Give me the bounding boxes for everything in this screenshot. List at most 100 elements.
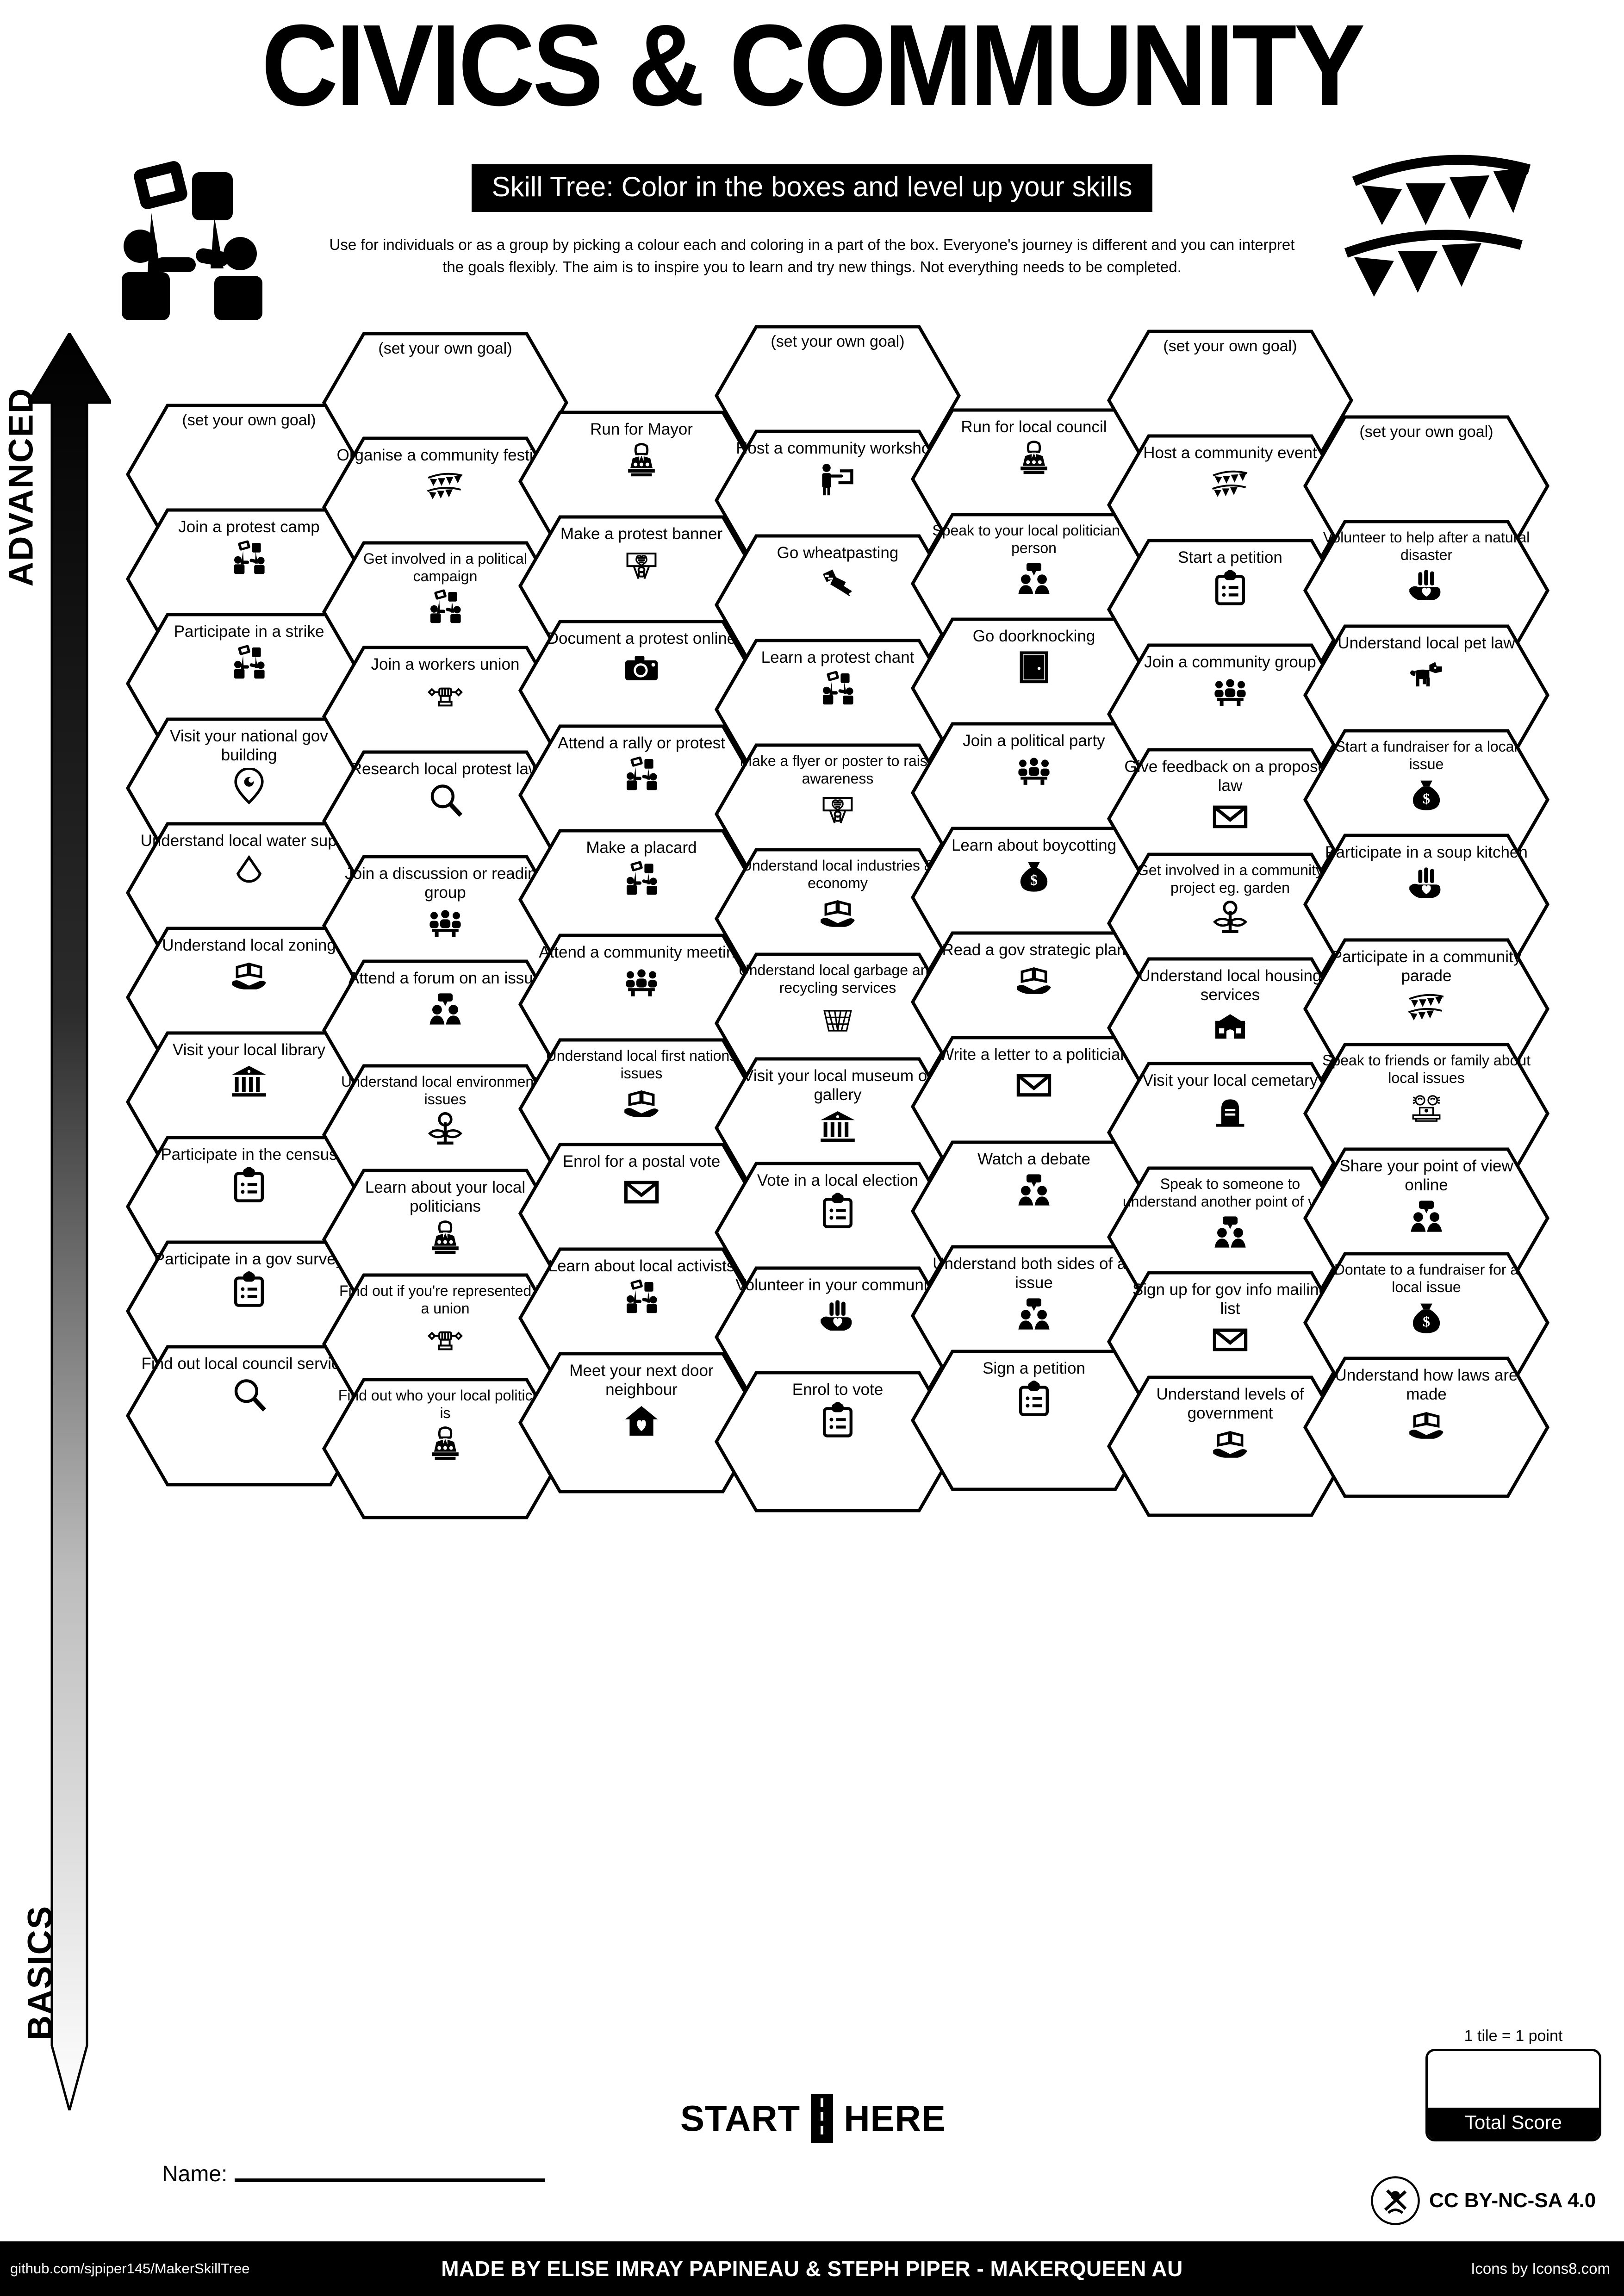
skill-tile[interactable]: Understand levels of government bbox=[1106, 1375, 1354, 1518]
skill-tile-label: Learn about boycotting bbox=[951, 836, 1117, 854]
skill-tile-label: Understand local first nations issues bbox=[546, 1047, 737, 1082]
skill-tile-label: (set your own goal) bbox=[182, 411, 316, 429]
dog-icon bbox=[1408, 655, 1445, 692]
skill-tile-label: Watch a debate bbox=[977, 1150, 1090, 1168]
magnifier-icon bbox=[230, 1376, 268, 1413]
book-hand-icon bbox=[1015, 962, 1052, 999]
skill-tile-label: Host a community workshop bbox=[736, 439, 940, 457]
skill-tile-label: Find out local council services bbox=[141, 1355, 357, 1373]
droplet-icon bbox=[230, 853, 268, 890]
plant-icon bbox=[427, 1111, 464, 1148]
intro-paragraph: Use for individuals or as a group by pic… bbox=[329, 236, 1295, 275]
skill-tile-label: (set your own goal) bbox=[1163, 337, 1297, 355]
bunting-icon bbox=[1408, 989, 1445, 1026]
skill-tile-label: Read a gov strategic plan bbox=[942, 941, 1126, 959]
skill-tile-label: Find out if you're represented by a unio… bbox=[339, 1282, 551, 1317]
skill-tile-label: Attend a forum on an issue bbox=[348, 969, 542, 987]
two-speakers-icon bbox=[1408, 1198, 1445, 1235]
envelope-icon bbox=[623, 1174, 660, 1211]
name-input-line[interactable] bbox=[235, 2178, 545, 2182]
skill-tile-label: Understand how laws are made bbox=[1335, 1366, 1518, 1404]
skill-tile-label: (set your own goal) bbox=[1359, 423, 1493, 441]
skill-tile-label: Find out who your local politician is bbox=[338, 1387, 553, 1421]
svg-text:$: $ bbox=[1423, 1313, 1430, 1330]
skill-tile-label: Get involved in a political campaign bbox=[363, 550, 527, 585]
skill-tile-label: Start a fundraiser for a local issue bbox=[1335, 738, 1518, 772]
skill-tile-label: Visit your local cemetary bbox=[1142, 1071, 1318, 1089]
hex-outline bbox=[1107, 1375, 1354, 1517]
skill-tile-label: Participate in a gov survey bbox=[154, 1250, 344, 1268]
skill-tile-label: Enrol to vote bbox=[792, 1381, 884, 1399]
skill-tile-label: Understand levels of government bbox=[1156, 1385, 1304, 1423]
skill-tile[interactable]: Find out local council services bbox=[125, 1344, 373, 1487]
skill-tile[interactable]: Meet your next door neighbour bbox=[517, 1351, 765, 1494]
score-box-label: Total Score bbox=[1428, 2108, 1599, 2139]
podium-icon bbox=[1015, 439, 1052, 476]
envelope-icon bbox=[1212, 1321, 1249, 1358]
skill-tile-label: Speak to someone to understand another p… bbox=[1122, 1176, 1338, 1210]
skill-tile-label: Write a letter to a politician bbox=[939, 1045, 1129, 1064]
laptop-chat-icon bbox=[1408, 1090, 1445, 1127]
two-speakers-icon bbox=[1015, 1295, 1052, 1332]
license-text: CC BY-NC-SA 4.0 bbox=[1429, 2189, 1596, 2212]
skill-tile[interactable]: Enrol to vote bbox=[714, 1370, 962, 1513]
skill-tile[interactable]: Find out who your local politician is bbox=[321, 1377, 569, 1520]
book-hand-icon bbox=[623, 1085, 660, 1122]
license-row: CC BY-NC-SA 4.0 bbox=[1370, 2175, 1596, 2226]
skill-tile-label: Run for Mayor bbox=[590, 420, 693, 438]
banner-icon bbox=[819, 790, 856, 828]
skill-tile-label: Participate in a community parade bbox=[1331, 948, 1522, 985]
two-speakers-icon bbox=[1212, 1213, 1249, 1251]
here-label: HERE bbox=[844, 2098, 946, 2139]
skill-tile-label: Attend a community meeting bbox=[539, 943, 744, 961]
start-here-marker: START HERE bbox=[680, 2094, 946, 2143]
moneybag-icon: $ bbox=[1015, 858, 1052, 895]
skill-tile-label: Dontate to a fundraiser for a local issu… bbox=[1334, 1261, 1519, 1295]
skill-tile-label: Document a protest online bbox=[547, 629, 736, 647]
skill-tile-label: Sign a petition bbox=[983, 1359, 1085, 1377]
skill-tile[interactable]: Understand how laws are made bbox=[1302, 1356, 1550, 1499]
hand-heart-icon bbox=[819, 1297, 856, 1334]
grave-icon bbox=[1212, 1093, 1249, 1130]
footer-icons-credit[interactable]: Icons by Icons8.com bbox=[1471, 2260, 1610, 2277]
two-speakers-icon bbox=[1015, 560, 1052, 597]
group-table-icon bbox=[1015, 753, 1052, 790]
clipboard-icon bbox=[819, 1402, 856, 1439]
skill-tile-label: Speak to your local politician in person bbox=[932, 522, 1136, 556]
skill-tile-label: Visit your national gov building bbox=[170, 727, 328, 765]
score-input-area[interactable] bbox=[1428, 2051, 1599, 2108]
subtitle-banner: Skill Tree: Color in the boxes and level… bbox=[471, 164, 1153, 212]
pin-icon bbox=[230, 767, 268, 805]
maker-logo-icon bbox=[1371, 2176, 1420, 2225]
page-title: CIVICS & COMMUNITY bbox=[261, 0, 1365, 130]
skill-tile-label: Join a workers union bbox=[371, 655, 520, 673]
union-icon bbox=[427, 677, 464, 714]
basket-icon bbox=[819, 1000, 856, 1037]
book-hand-icon bbox=[819, 895, 856, 932]
skill-tile-label: Visit your local library bbox=[172, 1041, 326, 1059]
skill-tile[interactable]: Sign a petition bbox=[910, 1349, 1158, 1492]
skill-tile-label: Volunteer in your community bbox=[735, 1276, 940, 1294]
skill-tile-label: Make a protest banner bbox=[560, 525, 723, 543]
protest-icon bbox=[819, 670, 856, 707]
paintbrush-icon bbox=[819, 565, 856, 602]
group-table-icon bbox=[427, 905, 464, 942]
tile-point-note: 1 tile = 1 point bbox=[1464, 2027, 1563, 2045]
book-hand-icon bbox=[1408, 1407, 1445, 1444]
skill-tile-label: Learn a protest chant bbox=[761, 648, 915, 666]
skill-tile-label: Host a community event bbox=[1143, 444, 1317, 462]
podium-icon bbox=[623, 442, 660, 479]
museum-icon bbox=[819, 1108, 856, 1145]
road-icon bbox=[811, 2094, 834, 2143]
skill-tile-label: Run for local council bbox=[961, 418, 1107, 436]
footer-github-link[interactable]: github.com/sjpiper145/MakerSkillTree bbox=[10, 2260, 250, 2277]
skill-tile-label: Attend a rally or protest bbox=[558, 734, 725, 752]
score-box[interactable]: Total Score bbox=[1425, 2049, 1601, 2141]
hand-heart-icon bbox=[1408, 865, 1445, 902]
group-table-icon bbox=[1212, 674, 1249, 711]
skill-tile-label: Start a petition bbox=[1178, 548, 1282, 566]
hand-heart-icon bbox=[1408, 567, 1445, 604]
skill-tile-label: Speak to friends or family about local i… bbox=[1322, 1052, 1531, 1086]
skill-tile-label: Understand local water supply bbox=[140, 832, 358, 850]
